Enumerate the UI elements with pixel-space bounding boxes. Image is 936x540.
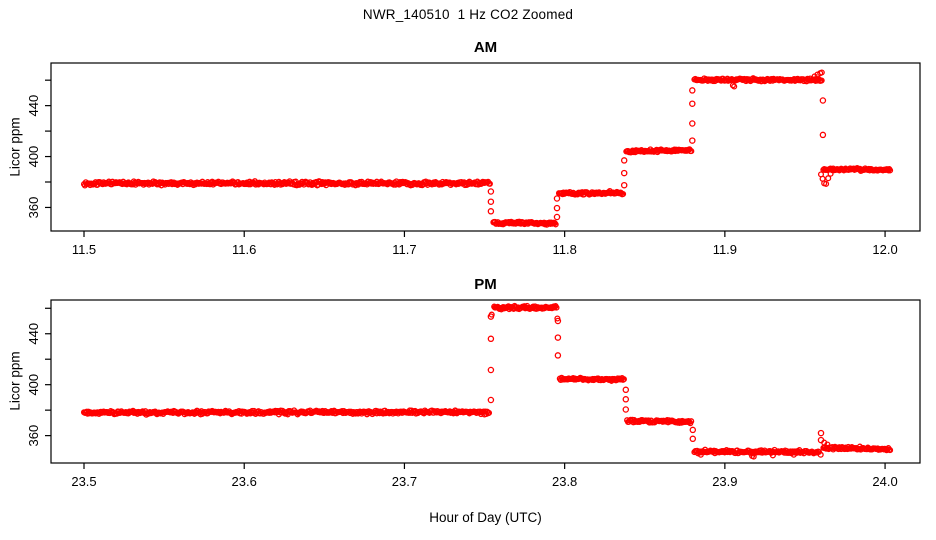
x-tick-label: 11.9 [713,242,737,257]
pm-plot-group: 23.5 23.6 23.7 23.8 23.9 24.0 360 400 440 [26,299,921,489]
y-tick-label: 400 [26,146,41,168]
y-tick-label: 360 [26,197,41,219]
am-subplot-title: AM [473,39,498,56]
y-tick-label: 400 [26,374,41,396]
y-tick-label: 440 [26,95,41,117]
scatter-points [80,302,894,460]
figure-title: NWR_140510 1 Hz CO2 Zoomed [362,7,574,22]
x-axis-label: Hour of Day (UTC) [429,510,542,525]
x-tick-label: 11.7 [392,242,416,257]
x-tick-label: 23.8 [552,474,577,489]
plot-box [50,299,921,464]
y-tick-label: 440 [26,323,41,345]
x-tick-label: 23.9 [712,474,737,489]
x-tick-label: 23.6 [232,474,257,489]
x-tick-label: 11.8 [552,242,576,257]
x-tick-label: 11.6 [232,242,256,257]
x-tick-label: 24.0 [872,474,897,489]
pm-subplot-title: PM [474,276,497,293]
scatter-points [80,69,894,228]
x-tick-label: 23.5 [71,474,96,489]
y-tick-label: 360 [26,425,41,447]
am-plot-group: 11.5 11.6 11.7 11.8 11.9 12.0 360 400 440 [26,62,921,257]
x-tick-label: 23.7 [392,474,417,489]
plot-box [50,62,921,232]
x-tick-label: 12.0 [872,242,897,257]
x-tick-label: 11.5 [72,242,96,257]
